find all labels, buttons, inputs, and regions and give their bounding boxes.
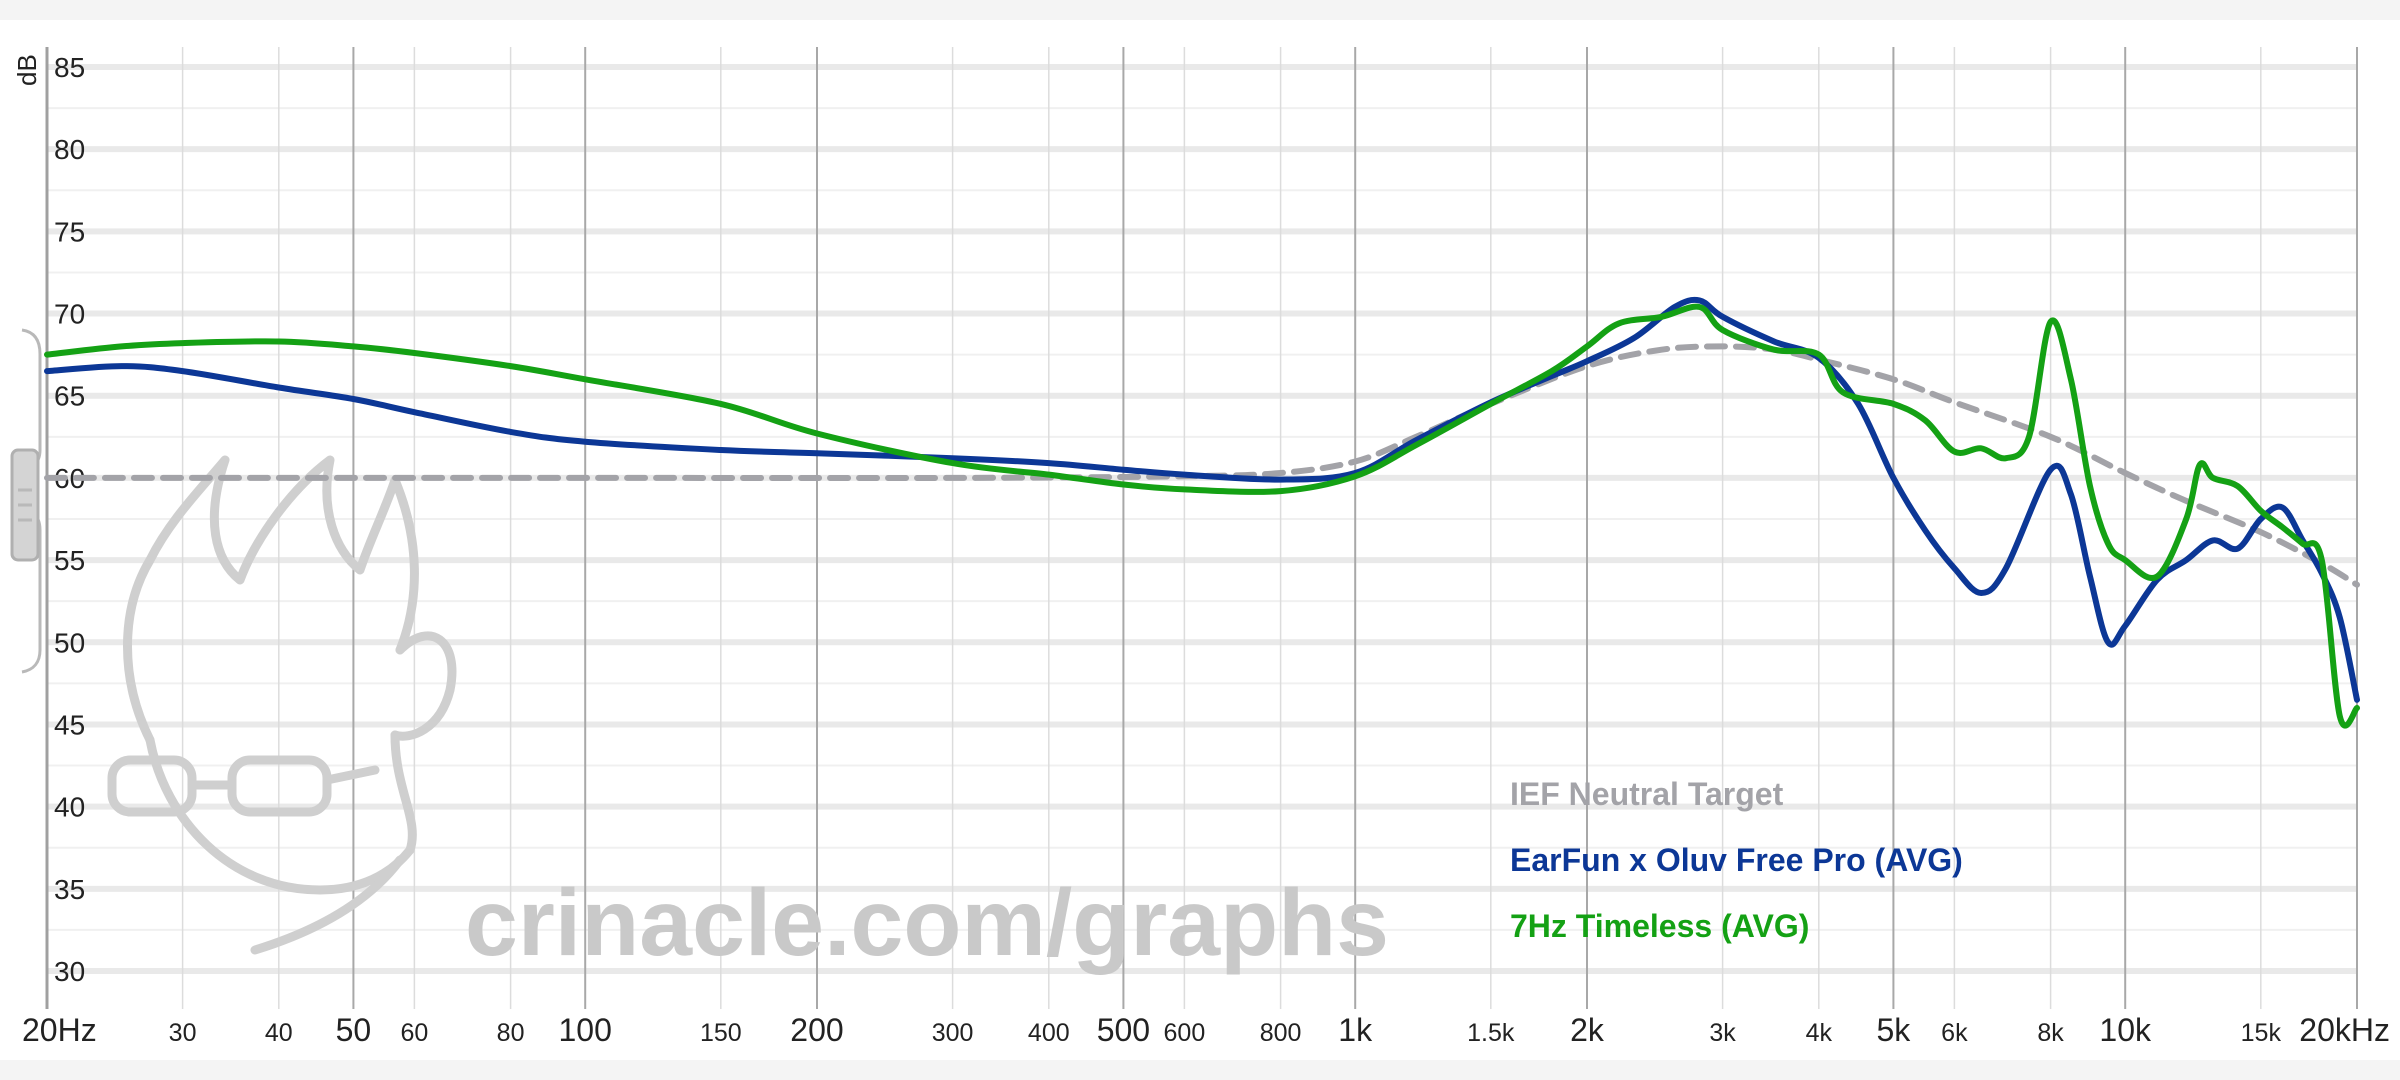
x-tick-label: 100 <box>559 1012 612 1048</box>
x-tick-label: 10k <box>2099 1012 2152 1048</box>
x-tick-label: 600 <box>1164 1019 1206 1047</box>
legend: IEF Neutral Target EarFun x Oluv Free Pro… <box>1510 776 1963 944</box>
y-axis-label: dB <box>12 54 42 86</box>
y-tick-label: 30 <box>54 956 85 987</box>
y-tick-label: 80 <box>54 134 85 165</box>
x-tick-label: 3k <box>1709 1019 1736 1047</box>
watermark-text: crinacle.com/graphs <box>465 870 1389 976</box>
x-tick-label: 8k <box>2037 1019 2064 1047</box>
x-tick-label: 1.5k <box>1467 1019 1515 1047</box>
frequency-response-chart: 85 80 75 70 65 60 55 50 45 40 35 30 dB 20Hz 30 40 50 60 80… <box>0 20 2400 1060</box>
y-tick-label: 35 <box>54 874 85 905</box>
y-tick-label: 70 <box>54 299 85 330</box>
legend-entry-2[interactable]: 7Hz Timeless (AVG) <box>1510 908 1809 944</box>
y-axis-scale-handle[interactable] <box>10 328 42 674</box>
x-tick-label: 20kHz <box>2299 1012 2390 1048</box>
x-tick-label: 6k <box>1941 1019 1968 1047</box>
series-line-0 <box>44 343 2360 588</box>
x-tick-label: 800 <box>1260 1019 1302 1047</box>
series-line-1 <box>44 296 2360 703</box>
x-tick-label: 2k <box>1570 1012 1605 1048</box>
x-tick-label: 150 <box>700 1019 742 1047</box>
y-tick-label: 75 <box>54 216 85 247</box>
x-tick-label: 400 <box>1028 1019 1070 1047</box>
y-tick-label: 40 <box>54 792 85 823</box>
x-tick-label: 15k <box>2241 1019 2282 1047</box>
legend-entry-1[interactable]: EarFun x Oluv Free Pro (AVG) <box>1510 842 1963 878</box>
chart-canvas: 85 80 75 70 65 60 55 50 45 40 35 30 dB 20Hz 30 40 50 60 80… <box>0 20 2400 1060</box>
x-tick-label: 60 <box>400 1019 428 1047</box>
x-tick-label: 80 <box>497 1019 525 1047</box>
x-tick-labels: 20Hz 30 40 50 60 80 100 150 200 300 400 500 600 800 1k… <box>22 1012 2390 1048</box>
x-tick-label: 500 <box>1097 1012 1150 1048</box>
legend-entry-0[interactable]: IEF Neutral Target <box>1510 776 1784 812</box>
y-tick-label: 50 <box>54 627 85 658</box>
x-tick-label: 40 <box>265 1019 293 1047</box>
x-tick-label: 20Hz <box>22 1012 97 1048</box>
y-tick-label: 55 <box>54 545 85 576</box>
x-tick-label: 50 <box>336 1012 372 1048</box>
x-tick-label: 300 <box>932 1019 974 1047</box>
x-tick-label: 4k <box>1806 1019 1833 1047</box>
series-line-2 <box>44 303 2360 729</box>
y-tick-label: 45 <box>54 709 85 740</box>
y-tick-label: 85 <box>54 52 85 83</box>
x-tick-label: 1k <box>1338 1012 1373 1048</box>
y-tick-label: 65 <box>54 381 85 412</box>
x-tick-label: 30 <box>169 1019 197 1047</box>
x-tick-label: 5k <box>1877 1012 1912 1048</box>
x-tick-label: 200 <box>790 1012 843 1048</box>
